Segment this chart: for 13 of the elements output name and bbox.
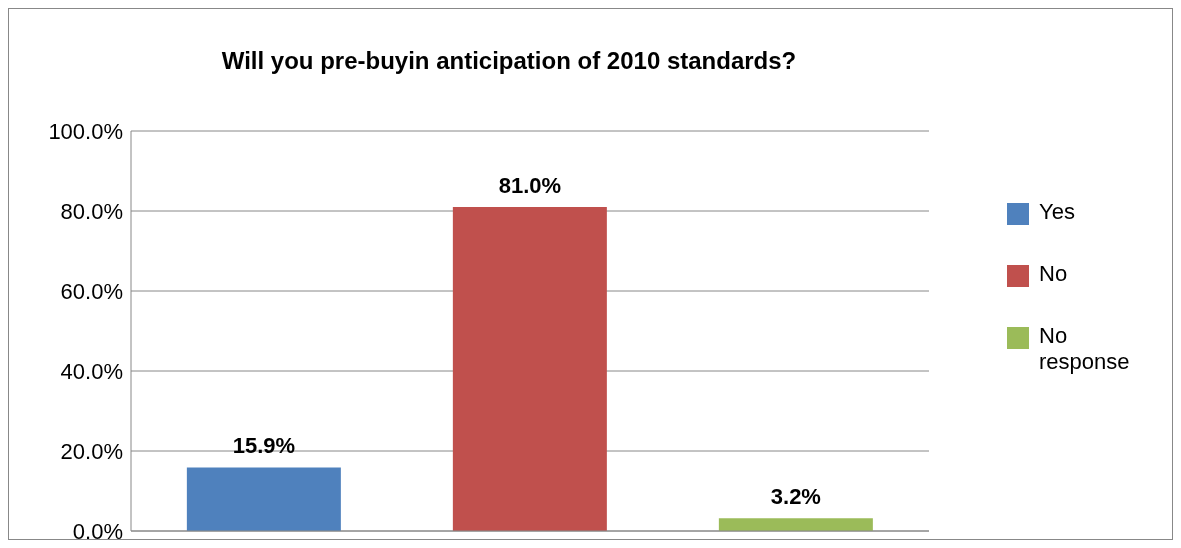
- legend-label: No response: [1039, 323, 1131, 375]
- y-tick-label: 40.0%: [60, 358, 123, 384]
- y-tick-label: 100.0%: [48, 118, 123, 144]
- y-tick-label: 20.0%: [60, 438, 123, 464]
- y-tick-label: 60.0%: [60, 278, 123, 304]
- y-tick-label: 0.0%: [72, 518, 123, 544]
- chart-title: Will you pre-buyin anticipation of 2010 standards?: [220, 47, 798, 75]
- data-label: 81.0%: [498, 173, 562, 198]
- y-tick-label: 80.0%: [60, 198, 123, 224]
- data-label: 15.9%: [232, 433, 296, 459]
- data-label: 3.2%: [770, 484, 821, 510]
- legend-label: Yes: [1039, 199, 1076, 225]
- legend-label: No: [1039, 261, 1069, 287]
